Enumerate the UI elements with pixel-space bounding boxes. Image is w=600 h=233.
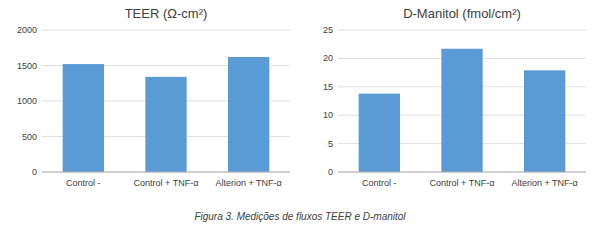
x-tick-label: Control + TNF-α <box>430 178 495 188</box>
panel: TEER (Ω-cm²) 0 500 1000 1500 2000 Control - Con… <box>17 6 290 188</box>
caption: Figura 3. Medições de fluxos TEER e D-ma… <box>194 211 406 222</box>
x-tick-label: Alterion + TNF-α <box>512 178 578 188</box>
grid-line <box>338 30 586 31</box>
x-tick-label: Alterion + TNF-α <box>216 178 282 188</box>
grid-line <box>338 172 586 173</box>
y-tick-label: 1000 <box>17 96 37 106</box>
y-tick-label: 1500 <box>17 61 37 71</box>
bar <box>441 49 482 172</box>
bar <box>145 77 186 172</box>
bar <box>524 70 565 172</box>
y-tick-label: 0 <box>32 167 37 177</box>
panel: D-Manitol (fmol/cm²) 0 5 10 15 20 25 Control - C… <box>323 6 586 188</box>
y-tick-label: 2000 <box>17 25 37 35</box>
x-tick-label: Control - <box>66 178 101 188</box>
x-axis-line <box>338 172 586 173</box>
bar <box>359 94 400 172</box>
grid-line <box>42 172 290 173</box>
x-tick-label: Control - <box>362 178 397 188</box>
y-tick-label: 10 <box>323 110 333 120</box>
bars <box>63 57 270 172</box>
x-axis-line <box>42 172 290 173</box>
y-tick-label: 5 <box>328 139 333 149</box>
bars <box>359 49 566 172</box>
bar <box>228 57 269 172</box>
y-tick-label: 15 <box>323 82 333 92</box>
bar <box>63 64 104 172</box>
y-tick-label: 0 <box>328 167 333 177</box>
grid-line <box>42 30 290 31</box>
y-tick-label: 25 <box>323 25 333 35</box>
title: TEER (Ω-cm²) <box>125 6 208 21</box>
chart-root: TEER (Ω-cm²) 0 500 1000 1500 2000 Control - Con… <box>0 0 600 233</box>
x-tick-label: Control + TNF-α <box>134 178 199 188</box>
y-tick-label: 500 <box>22 132 37 142</box>
y-tick-label: 20 <box>323 53 333 63</box>
title: D-Manitol (fmol/cm²) <box>403 6 521 21</box>
